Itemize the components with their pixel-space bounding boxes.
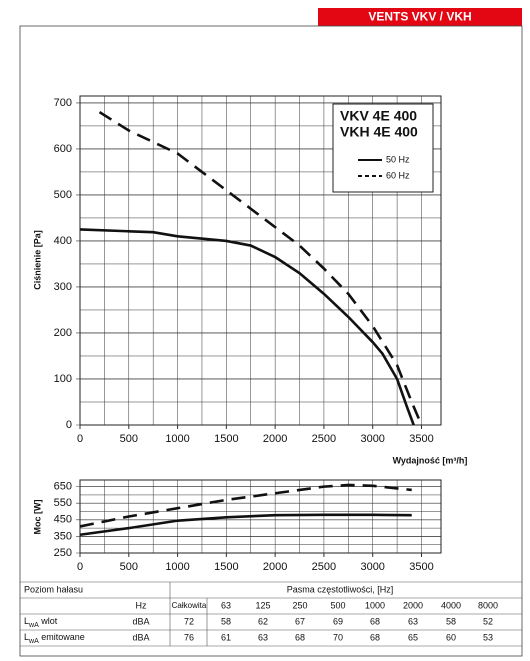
x-tick-label: 1000 [165, 433, 189, 445]
cell: 69 [333, 616, 343, 626]
y-axis-label: Ciśnienie [Pa] [32, 230, 42, 290]
legend-box [332, 103, 434, 193]
x-tick-label: 500 [120, 433, 138, 445]
row-label: LwA emitowane [24, 632, 85, 644]
x-tick-label: 0 [77, 561, 83, 573]
x-tick-label: 2500 [312, 433, 336, 445]
frame [19, 25, 523, 657]
y-tick-label: 700 [54, 97, 72, 109]
y-tick-label: 550 [54, 497, 72, 509]
header-cell: 500 [330, 600, 345, 610]
table-title: Poziom hałasu [24, 584, 83, 594]
series-line [79, 483, 412, 528]
x-tick-label: 3500 [409, 433, 433, 445]
y-tick-label: 600 [54, 143, 72, 155]
cell: 67 [295, 616, 305, 626]
header-cell: 1000 [365, 600, 385, 610]
cell: 65 [408, 632, 418, 642]
cell: 52 [483, 616, 493, 626]
header-cell: 63 [221, 600, 231, 610]
header-cell: 8000 [478, 600, 498, 610]
y-tick-label: 450 [54, 514, 72, 526]
plot-frame [79, 95, 442, 426]
x-tick-label: 2000 [263, 433, 287, 445]
band-title: Pasma częstotliwości, [Hz] [287, 584, 394, 594]
cell: 61 [221, 632, 231, 642]
header-cell: Całkowita [172, 601, 207, 610]
annotation: VKV 4E 400 [340, 108, 417, 124]
row-label: LwA wlot [24, 616, 58, 628]
header-bar [318, 8, 522, 26]
series-line [98, 111, 423, 426]
y-tick-label: 350 [54, 530, 72, 542]
x-tick-label: 500 [120, 561, 138, 573]
y-tick-label: 500 [54, 189, 72, 201]
series-line [79, 228, 415, 426]
cell: 60 [446, 632, 456, 642]
y-tick-label: 400 [54, 235, 72, 247]
x-tick-label: 2500 [312, 561, 336, 573]
cell: 70 [333, 632, 343, 642]
cell: 63 [258, 632, 268, 642]
x-tick-label: 3000 [360, 561, 384, 573]
y-tick-label: 300 [54, 281, 72, 293]
cell: 58 [221, 616, 231, 626]
cell: 68 [370, 632, 380, 642]
x-tick-label: 3000 [360, 433, 384, 445]
cell: 76 [184, 632, 194, 642]
cell: 63 [408, 616, 418, 626]
x-tick-label: 1500 [214, 433, 238, 445]
y-tick-label: 0 [66, 419, 72, 431]
cell: 68 [370, 616, 380, 626]
cell: 72 [184, 616, 194, 626]
series-line [79, 513, 412, 537]
y-axis-label: Moc [W] [32, 500, 42, 535]
annotation: VKH 4E 400 [340, 124, 418, 140]
header-cell: Hz [136, 600, 147, 610]
x-axis-label: Wydajność [m³/h] [393, 455, 468, 465]
cell: dBA [132, 632, 149, 642]
y-tick-label: 100 [54, 373, 72, 385]
cell: 68 [295, 632, 305, 642]
header-cell: 4000 [441, 600, 461, 610]
x-tick-label: 2000 [263, 561, 287, 573]
x-tick-label: 0 [77, 433, 83, 445]
y-tick-label: 200 [54, 327, 72, 339]
header-cell: 2000 [403, 600, 423, 610]
cell: 62 [258, 616, 268, 626]
y-tick-label: 650 [54, 481, 72, 493]
cell: 53 [483, 632, 493, 642]
x-tick-label: 1500 [214, 561, 238, 573]
legend-label: 50 Hz [386, 154, 410, 164]
legend-label: 60 Hz [386, 170, 410, 180]
cell: dBA [132, 616, 149, 626]
table: Poziom hałasu Pasma częstotliwości, [Hz] H… [20, 581, 522, 647]
y-tick-label: 250 [54, 547, 72, 559]
plot-frame [79, 479, 442, 554]
x-tick-label: 3500 [409, 561, 433, 573]
cell: 58 [446, 616, 456, 626]
header-cell: 125 [255, 600, 270, 610]
header-cell: 250 [292, 600, 307, 610]
x-tick-label: 1000 [165, 561, 189, 573]
header: VENTS VKV / VKH [368, 10, 471, 24]
